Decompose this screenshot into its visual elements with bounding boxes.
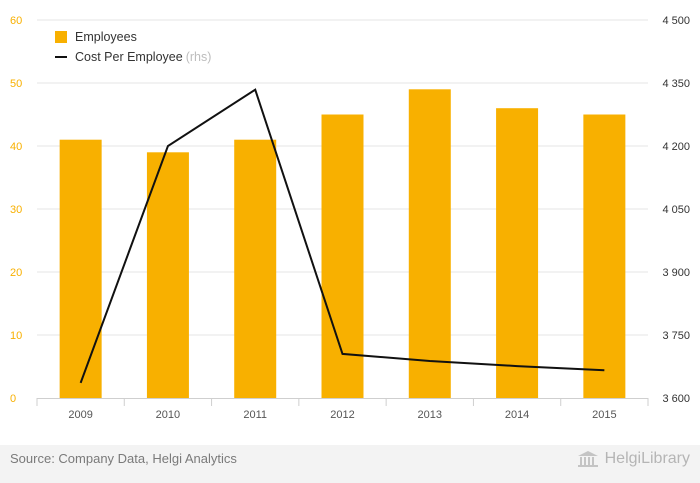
employees-bar-2011 bbox=[234, 139, 277, 398]
right-axis-ticks: 3 600 3 750 3 900 4 050 4 200 4 350 4 500 bbox=[662, 15, 690, 405]
left-tick-label: 0 bbox=[10, 393, 16, 405]
cost-per-employee-line bbox=[79, 88, 605, 384]
x-tick-label: 2009 bbox=[68, 409, 92, 421]
x-tick-label: 2013 bbox=[418, 409, 442, 421]
employees-bar-2009 bbox=[59, 139, 102, 398]
legend-swatch-line bbox=[55, 56, 67, 58]
right-tick-label: 4 050 bbox=[662, 204, 690, 216]
legend-label-employees: Employees bbox=[75, 30, 137, 44]
x-axis bbox=[36, 398, 649, 406]
legend-item-cost-per-employee: Cost Per Employee (rhs) bbox=[55, 47, 211, 67]
right-tick-label: 4 500 bbox=[662, 15, 690, 27]
legend: Employees Cost Per Employee (rhs) bbox=[55, 27, 211, 67]
library-building-icon bbox=[577, 451, 598, 467]
right-tick-label: 4 200 bbox=[662, 141, 690, 153]
legend-label-cost-per-employee: Cost Per Employee bbox=[75, 50, 183, 64]
left-tick-label: 20 bbox=[10, 267, 22, 279]
chart-area: 0 10 20 30 40 50 60 3 600 3 750 3 900 4 050 4 200 4… bbox=[10, 15, 690, 421]
employees-bar-2014 bbox=[496, 108, 539, 398]
source-text: Source: Company Data, Helgi Analytics bbox=[10, 451, 237, 466]
left-tick-label: 40 bbox=[10, 141, 22, 153]
footer: Source: Company Data, Helgi Analytics He… bbox=[0, 445, 700, 483]
left-tick-label: 30 bbox=[10, 204, 22, 216]
brand-name: HelgiLibrary bbox=[604, 450, 690, 467]
left-tick-label: 60 bbox=[10, 15, 22, 27]
left-axis-ticks: 0 10 20 30 40 50 60 bbox=[10, 15, 22, 405]
employees-bar-2010 bbox=[146, 152, 189, 398]
x-tick-label: 2011 bbox=[243, 409, 267, 421]
left-tick-label: 50 bbox=[10, 78, 22, 90]
employees-bar-2015 bbox=[583, 114, 626, 398]
right-tick-label: 3 750 bbox=[662, 330, 690, 342]
employees-bar-2013 bbox=[408, 89, 451, 399]
x-tick-label: 2010 bbox=[156, 409, 180, 421]
x-axis-labels: 2009 2010 2011 2012 2013 2014 2015 bbox=[68, 409, 616, 421]
legend-swatch-bar bbox=[55, 31, 67, 43]
x-tick-label: 2015 bbox=[592, 409, 616, 421]
right-tick-label: 3 900 bbox=[662, 267, 690, 279]
legend-item-employees: Employees bbox=[55, 27, 211, 47]
legend-rhs-note: (rhs) bbox=[185, 50, 212, 64]
x-tick-label: 2014 bbox=[505, 409, 529, 421]
left-tick-label: 10 bbox=[10, 330, 22, 342]
x-tick-label: 2012 bbox=[330, 409, 354, 421]
right-tick-label: 4 350 bbox=[662, 78, 690, 90]
brand-logo: HelgiLibrary bbox=[577, 450, 690, 468]
right-tick-label: 3 600 bbox=[662, 393, 690, 405]
